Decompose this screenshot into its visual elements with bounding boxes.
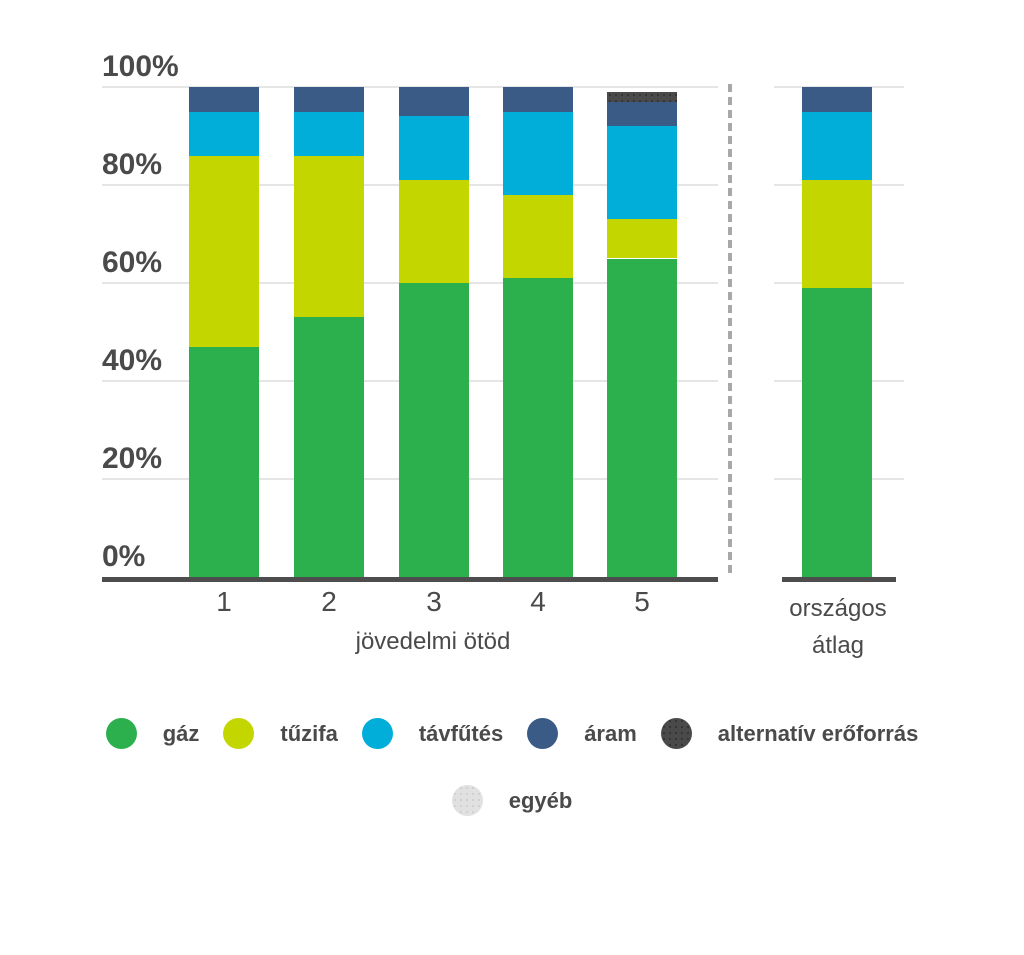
bar-2-segment-tűzifa [294, 155, 364, 318]
bar-5-segment-tűzifa [607, 219, 677, 259]
bar-3-segment-gáz [399, 283, 469, 577]
legend-item-gáz: gáz [105, 718, 200, 749]
bar-5-segment-távfűtés [607, 126, 677, 220]
bar-1-segment-gáz [189, 346, 259, 577]
bar-2-segment-gáz [294, 317, 364, 577]
x-axis-tick-label: 3 [426, 586, 442, 617]
legend-label: egyéb [508, 787, 573, 813]
legend-label: alternatív erőforrás [717, 720, 919, 746]
x-axis-tick-label: 5 [634, 586, 650, 617]
legend-item-távfűtés: távfűtés [361, 718, 504, 749]
legend-color-swatch-gáz [105, 718, 137, 749]
x-axis-tick-label: 2 [321, 586, 337, 617]
legend-color-swatch-távfűtés [361, 718, 393, 749]
dashed-separator-line [728, 84, 732, 577]
bar-orszagos-atlag-segment-távfűtés [802, 111, 872, 181]
bar-5-segment-áram [607, 101, 677, 127]
legend-label: gáz [162, 720, 200, 746]
x-axis-tick-label: 4 [530, 586, 546, 617]
bar-1-segment-távfűtés [189, 111, 259, 156]
y-axis-tick-label: 60% [102, 246, 163, 279]
average-label-line2: átlag [811, 632, 865, 659]
legend-label: áram [584, 720, 637, 746]
x-axis-tick-label: 1 [216, 586, 232, 617]
y-axis-tick-label: 0% [102, 540, 146, 573]
legend-item-egyéb: egyéb [451, 785, 573, 816]
legend-row-2: egyéb [0, 785, 1024, 816]
bar-2-segment-távfűtés [294, 111, 364, 156]
legend-row-1: gáz tűzifa távfűtés áram alternatív erőforrá… [0, 718, 1024, 749]
bar-5-segment-gáz [607, 258, 677, 577]
legend-color-swatch-alternatív erőforrás [660, 718, 692, 749]
average-label-line1: országos [789, 595, 887, 622]
legend-label: tűzifa [280, 720, 338, 746]
bar-3-segment-távfűtés [399, 116, 469, 181]
bar-orszagos-atlag-segment-áram [802, 87, 872, 112]
legend-item-áram: áram [527, 718, 637, 749]
legend-item-tűzifa: tűzifa [223, 718, 338, 749]
bar-1-segment-áram [189, 87, 259, 112]
bar-5-segment-alternatív erőforrás [607, 91, 677, 102]
legend-color-swatch-áram [527, 718, 559, 749]
y-axis-tick-label: 40% [102, 344, 163, 377]
y-axis-tick-label: 100% [102, 50, 179, 83]
bar-2-segment-áram [294, 87, 364, 112]
y-axis-tick-label: 20% [102, 442, 163, 475]
bar-orszagos-atlag-segment-gáz [802, 287, 872, 577]
bar-4-segment-gáz [503, 278, 573, 577]
legend-item-alternatív erőforrás: alternatív erőforrás [660, 718, 919, 749]
bar-4-segment-tűzifa [503, 194, 573, 279]
bar-3-segment-tűzifa [399, 180, 469, 283]
bar-4-segment-távfűtés [503, 111, 573, 195]
bar-orszagos-atlag-segment-tűzifa [802, 180, 872, 288]
bar-3-segment-áram [399, 87, 469, 117]
average-category-label: országos átlag [713, 590, 963, 664]
y-axis-tick-label: 80% [102, 148, 163, 181]
bar-4-segment-áram [503, 87, 573, 112]
x-axis-line-right [782, 577, 896, 582]
legend-label: távfűtés [418, 720, 504, 746]
bar-1-segment-tűzifa [189, 155, 259, 347]
x-axis-title: jövedelmi ötöd [355, 628, 511, 655]
legend-color-swatch-tűzifa [223, 718, 255, 749]
x-axis-line [102, 577, 718, 582]
legend-color-swatch-egyéb [451, 785, 483, 816]
